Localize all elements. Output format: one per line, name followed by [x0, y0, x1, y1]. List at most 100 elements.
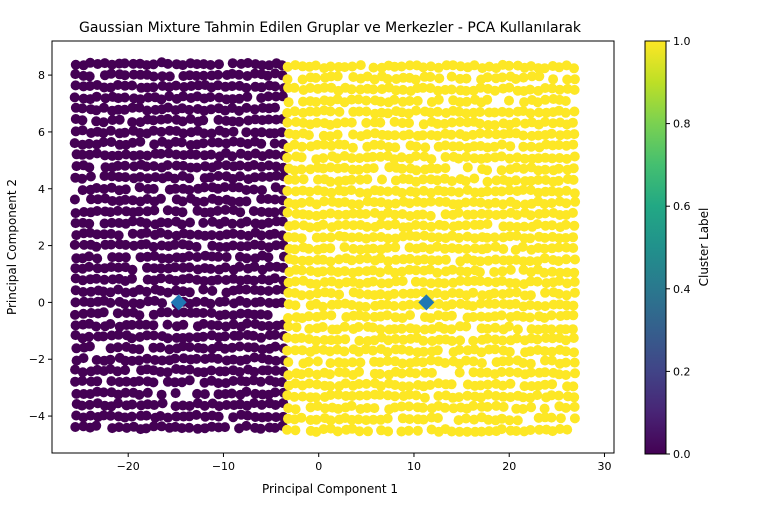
data-point-cluster-1	[517, 241, 528, 252]
colorbar-tick-label: 0.4	[673, 283, 691, 296]
data-point-cluster-1	[446, 426, 457, 437]
data-point-cluster-0	[270, 400, 281, 410]
data-point-cluster-1	[490, 197, 501, 208]
data-point-cluster-1	[468, 287, 479, 298]
data-point-cluster-0	[84, 399, 95, 410]
data-point-cluster-0	[214, 59, 224, 70]
data-point-cluster-1	[304, 323, 315, 334]
data-point-cluster-0	[120, 287, 131, 298]
data-point-cluster-1	[320, 403, 330, 414]
data-point-cluster-0	[199, 128, 209, 139]
data-point-cluster-0	[156, 389, 167, 400]
data-point-cluster-0	[148, 161, 159, 172]
data-point-cluster-1	[453, 207, 464, 218]
data-point-cluster-0	[234, 93, 245, 104]
data-point-cluster-0	[198, 217, 209, 228]
data-point-cluster-1	[439, 278, 450, 289]
data-point-cluster-1	[553, 187, 564, 198]
data-point-cluster-0	[255, 423, 266, 434]
data-point-cluster-1	[462, 426, 473, 437]
data-point-cluster-0	[86, 286, 96, 297]
data-point-cluster-1	[318, 153, 329, 164]
data-point-cluster-1	[348, 220, 359, 231]
data-point-cluster-1	[496, 413, 507, 424]
data-point-cluster-0	[120, 184, 131, 195]
data-point-cluster-1	[282, 117, 293, 128]
data-point-cluster-1	[483, 414, 494, 425]
data-point-cluster-1	[325, 243, 336, 254]
data-point-cluster-1	[303, 210, 314, 220]
data-point-cluster-1	[375, 267, 386, 278]
data-point-cluster-1	[532, 219, 543, 230]
data-point-cluster-0	[214, 401, 225, 412]
data-point-cluster-1	[569, 401, 580, 412]
data-point-cluster-1	[296, 333, 307, 343]
data-point-cluster-0	[84, 162, 95, 173]
data-point-cluster-1	[553, 242, 564, 253]
data-point-cluster-1	[334, 289, 345, 300]
data-point-cluster-1	[497, 72, 508, 83]
data-point-cluster-1	[489, 107, 500, 118]
data-point-cluster-1	[375, 389, 385, 400]
data-point-cluster-1	[347, 391, 358, 401]
data-point-cluster-1	[483, 128, 494, 139]
data-point-cluster-0	[135, 136, 146, 147]
data-point-cluster-0	[148, 59, 159, 70]
data-point-cluster-1	[475, 197, 486, 208]
data-point-cluster-1	[482, 165, 493, 176]
data-point-cluster-0	[77, 173, 88, 184]
data-point-cluster-0	[176, 137, 187, 148]
data-point-cluster-1	[346, 300, 357, 310]
data-point-cluster-0	[119, 104, 130, 115]
data-point-cluster-1	[476, 426, 487, 437]
data-point-cluster-1	[354, 187, 365, 198]
data-point-cluster-0	[142, 353, 153, 364]
data-point-cluster-1	[382, 413, 393, 424]
data-point-cluster-1	[475, 298, 486, 309]
data-point-cluster-0	[242, 71, 253, 81]
data-point-cluster-0	[249, 366, 260, 377]
data-point-cluster-0	[213, 114, 224, 125]
data-point-cluster-1	[326, 288, 337, 299]
data-point-cluster-0	[162, 205, 173, 216]
data-point-cluster-1	[490, 322, 501, 333]
data-point-cluster-1	[477, 290, 488, 301]
data-point-cluster-1	[325, 390, 336, 400]
data-point-cluster-1	[455, 117, 465, 127]
data-point-cluster-1	[568, 310, 579, 321]
data-point-cluster-1	[404, 118, 414, 128]
data-point-cluster-1	[425, 313, 436, 324]
data-point-cluster-1	[383, 233, 394, 244]
data-point-cluster-1	[375, 253, 386, 264]
data-point-cluster-0	[198, 308, 209, 318]
y-tick-label: −4	[29, 410, 45, 423]
data-point-cluster-0	[205, 172, 216, 183]
data-point-cluster-1	[567, 117, 578, 128]
data-point-cluster-0	[85, 410, 96, 421]
data-point-cluster-1	[562, 278, 573, 289]
data-point-cluster-1	[390, 198, 401, 209]
data-point-cluster-1	[296, 369, 307, 380]
data-point-cluster-1	[547, 346, 557, 357]
data-point-cluster-0	[250, 388, 261, 399]
data-point-cluster-0	[114, 252, 124, 263]
data-point-cluster-1	[525, 108, 536, 119]
data-point-cluster-1	[312, 379, 322, 390]
data-point-cluster-1	[397, 276, 408, 287]
data-point-cluster-0	[220, 366, 231, 377]
data-point-cluster-1	[418, 335, 429, 346]
data-point-cluster-0	[84, 71, 95, 82]
data-point-cluster-1	[367, 322, 378, 333]
data-point-cluster-0	[156, 148, 166, 159]
data-point-cluster-1	[340, 367, 351, 378]
colorbar-tick-label: 1.0	[673, 35, 691, 48]
data-point-cluster-0	[242, 58, 253, 68]
data-point-cluster-0	[91, 321, 102, 332]
data-point-cluster-1	[461, 73, 472, 84]
data-point-cluster-0	[270, 81, 281, 92]
data-point-cluster-1	[525, 84, 536, 95]
data-point-cluster-1	[362, 253, 373, 264]
data-point-cluster-1	[468, 312, 479, 322]
data-point-cluster-1	[505, 264, 516, 275]
data-point-cluster-1	[333, 209, 344, 220]
